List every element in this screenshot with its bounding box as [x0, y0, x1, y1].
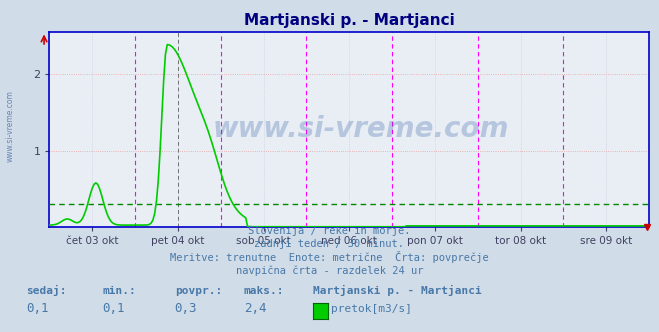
Text: Martjanski p. - Martjanci: Martjanski p. - Martjanci: [313, 285, 482, 296]
Text: zadnji teden / 30 minut.: zadnji teden / 30 minut.: [254, 239, 405, 249]
Text: 2,4: 2,4: [244, 302, 266, 315]
Text: maks.:: maks.:: [244, 286, 284, 296]
Text: Slovenija / reke in morje.: Slovenija / reke in morje.: [248, 226, 411, 236]
Text: 0,3: 0,3: [175, 302, 197, 315]
Title: Martjanski p. - Martjanci: Martjanski p. - Martjanci: [244, 13, 455, 28]
Text: navpična črta - razdelek 24 ur: navpična črta - razdelek 24 ur: [236, 265, 423, 276]
Text: www.si-vreme.com: www.si-vreme.com: [5, 90, 14, 162]
Text: Meritve: trenutne  Enote: metrične  Črta: povprečje: Meritve: trenutne Enote: metrične Črta: …: [170, 251, 489, 263]
Text: min.:: min.:: [102, 286, 136, 296]
Text: www.si-vreme.com: www.si-vreme.com: [213, 116, 509, 143]
Text: 0,1: 0,1: [102, 302, 125, 315]
Text: povpr.:: povpr.:: [175, 286, 222, 296]
Text: pretok[m3/s]: pretok[m3/s]: [331, 304, 413, 314]
Text: 0,1: 0,1: [26, 302, 49, 315]
Text: sedaj:: sedaj:: [26, 285, 67, 296]
